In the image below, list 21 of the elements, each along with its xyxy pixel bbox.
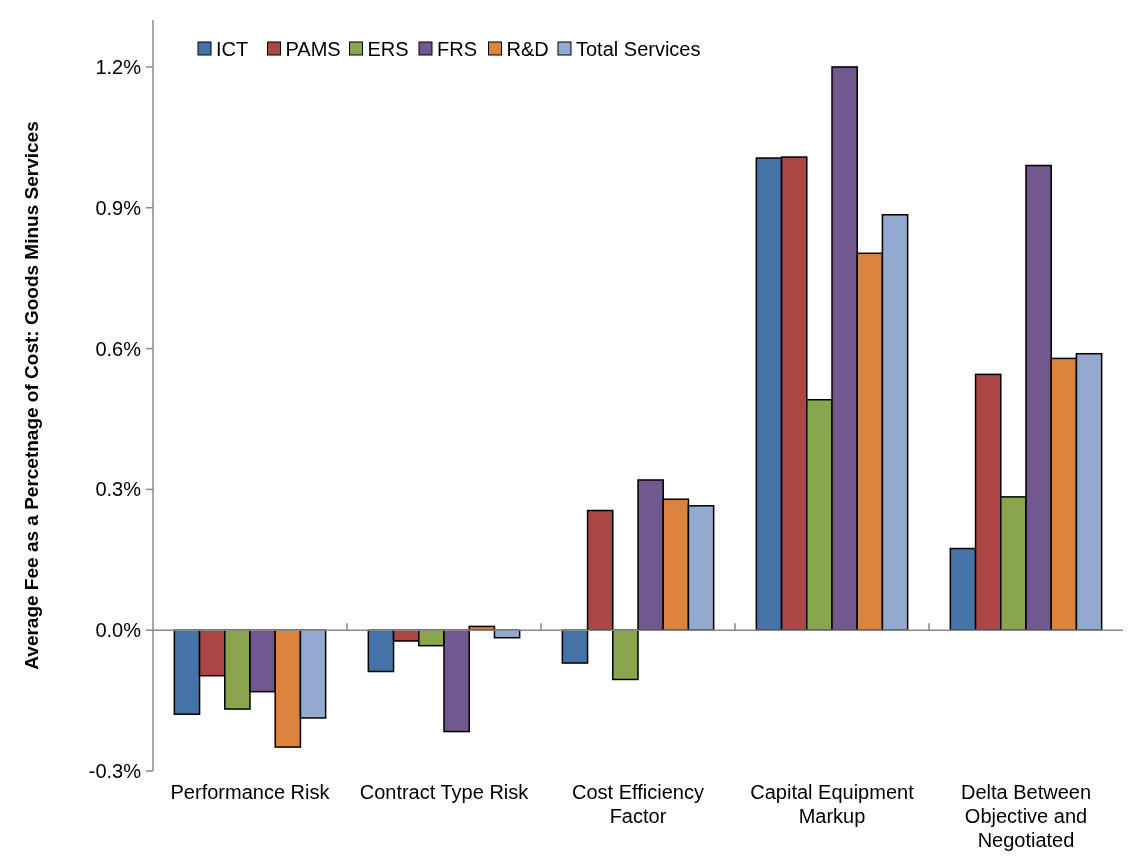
y-tick-label: 0.9% — [95, 196, 142, 219]
legend-label: PAMS — [285, 38, 341, 60]
x-tick-label: Cost Efficiency Factor — [572, 781, 704, 827]
x-tick-label: Performance Risk — [170, 781, 331, 803]
bar — [561, 629, 589, 664]
legend-label: Total Services — [576, 38, 701, 60]
bar — [586, 509, 614, 631]
y-tick-label: -0.3% — [88, 760, 142, 782]
legend-label: ICT — [216, 38, 249, 60]
y-tick-label: 1.2% — [95, 55, 142, 78]
legend-label: R&D — [506, 38, 549, 60]
x-tick-label: Contract Type Risk — [359, 781, 530, 803]
x-tick-label: Capital Equipment Markup — [750, 781, 915, 827]
legend-label: FRS — [437, 38, 477, 60]
bar — [612, 629, 639, 681]
y-axis-title: Average Fee as a Percetnage of Cost: Goods Minus Services — [21, 121, 42, 670]
y-tick-label: 0.0% — [95, 619, 142, 642]
x-tick-label: Delta Between Objective and Negotiated — [960, 781, 1092, 851]
legend-label: ERS — [367, 38, 409, 60]
y-tick-label: 0.6% — [95, 337, 142, 360]
y-tick-label: 0.3% — [95, 478, 142, 501]
